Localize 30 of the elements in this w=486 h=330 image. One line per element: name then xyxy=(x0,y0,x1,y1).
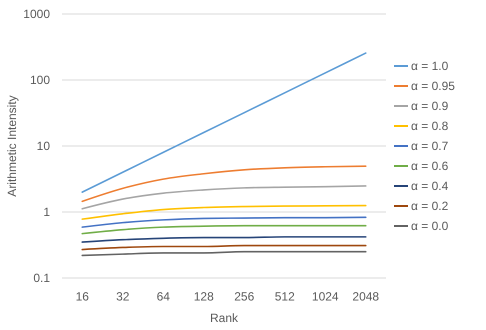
legend-label: α = 0.95 xyxy=(411,79,456,94)
y-tick-label: 1000 xyxy=(23,6,50,21)
x-tick-label: 512 xyxy=(274,290,296,304)
line-series xyxy=(81,216,367,228)
y-tick-label: 100 xyxy=(30,72,50,87)
y-tick-label: 1 xyxy=(43,204,50,219)
x-tick-label: 1024 xyxy=(312,290,339,304)
y-tick-label: 0.1 xyxy=(33,270,50,285)
line-series xyxy=(81,204,367,220)
legend-label: α = 1.0 xyxy=(411,59,449,74)
x-tick-label: 128 xyxy=(194,290,214,304)
x-tick-label: 16 xyxy=(76,290,90,304)
line-series xyxy=(81,165,367,202)
y-axis-title: Arithmetic Intensity xyxy=(5,95,19,197)
x-tick-label: 64 xyxy=(156,290,170,304)
line-series xyxy=(81,185,367,210)
legend-label: α = 0.9 xyxy=(411,99,449,114)
x-tick-label: 2048 xyxy=(352,290,380,304)
legend-label: α = 0.6 xyxy=(411,159,449,174)
x-tick-label: 32 xyxy=(116,290,130,304)
legend-label: α = 0.7 xyxy=(411,139,449,154)
y-tick-label: 10 xyxy=(36,138,50,153)
legend-label: α = 0.8 xyxy=(411,119,449,134)
legend-label: α = 0.2 xyxy=(411,199,449,214)
legend-label: α = 0.0 xyxy=(411,219,449,234)
line-series xyxy=(81,52,367,193)
line-series xyxy=(81,224,367,234)
x-tick-label: 256 xyxy=(234,290,255,304)
x-axis-title: Rank xyxy=(210,311,240,325)
legend-label: α = 0.4 xyxy=(411,179,449,194)
